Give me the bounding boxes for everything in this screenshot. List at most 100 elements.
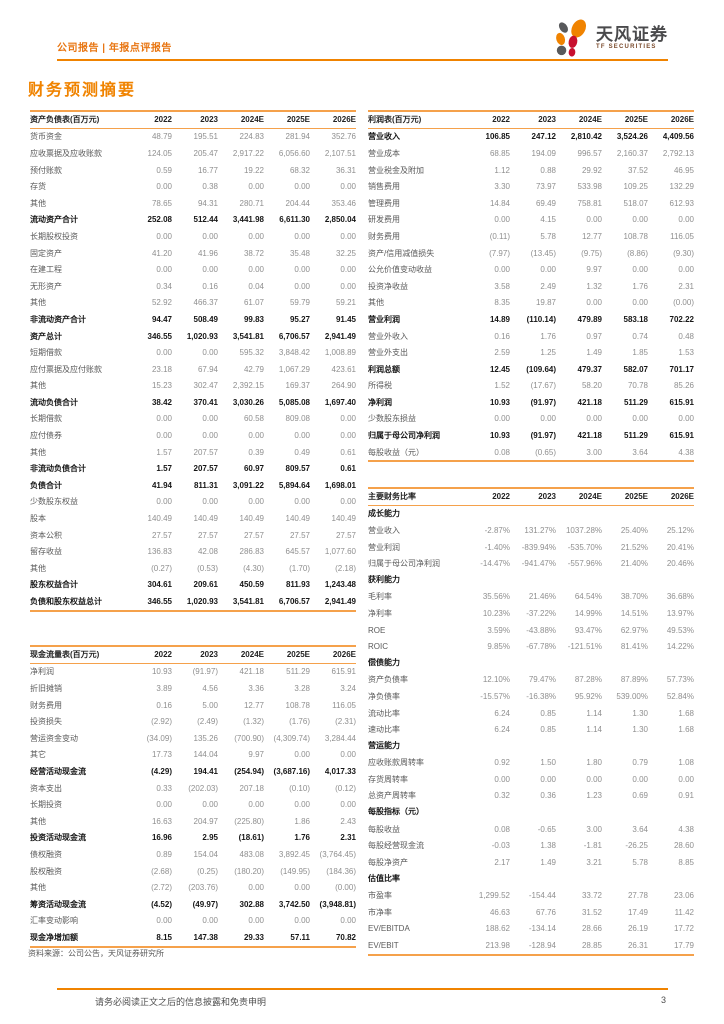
row-label: 市盈率: [368, 891, 392, 901]
cell-value: 1,698.01: [324, 480, 356, 490]
cell-value: 16.63: [151, 816, 172, 826]
table-row: 总资产周转率 0.32 0.36 1.23 0.69 0.91: [368, 788, 694, 805]
cell-value: 811.93: [285, 580, 310, 590]
row-label: 资产负债率: [368, 675, 408, 685]
cell-value: 19.22: [243, 165, 264, 175]
cell-value: 2.59: [494, 348, 510, 358]
cell-value: 2,850.04: [324, 215, 356, 225]
cell-value: 94.47: [151, 314, 172, 324]
cell-value: -67.78%: [526, 642, 556, 652]
source-note: 资料来源：公司公告，天风证券研究所: [28, 949, 164, 958]
year-column-header: 2025E: [624, 492, 648, 502]
cell-value: 1,020.93: [186, 331, 218, 341]
cell-value: 46.95: [673, 165, 694, 175]
cell-value: 421.18: [577, 397, 602, 407]
cell-value: 27.57: [335, 530, 356, 540]
table-row: 资产负债率 12.10% 79.47% 87.28% 87.89% 57.73%: [368, 672, 694, 689]
cell-value: 1.12: [494, 165, 510, 175]
cell-value: (2.18): [335, 563, 356, 573]
cell-value: 4,017.33: [324, 766, 356, 776]
brand-subtitle: TF SECURITIES: [596, 43, 657, 50]
cell-value: 0.00: [678, 774, 694, 784]
cell-value: 59.21: [335, 298, 356, 308]
table-row: 股权融资 (2.68) (0.25) (180.20) (149.95) (184.36): [30, 863, 356, 880]
row-label: 估值比率: [368, 873, 400, 883]
year-column-header: 2022: [492, 115, 510, 125]
cell-value: 109.25: [623, 182, 648, 192]
row-label: 投资活动现金流: [30, 833, 86, 843]
cell-value: 0.69: [632, 791, 648, 801]
row-label: 固定资产: [30, 248, 62, 258]
cell-value: 23.06: [673, 891, 694, 901]
cell-value: 0.00: [156, 431, 172, 441]
cell-value: 0.00: [294, 883, 310, 893]
table-row: 存货 0.00 0.38 0.00 0.00 0.00: [30, 178, 356, 195]
row-label: 非流动负债合计: [30, 464, 86, 474]
cell-value: 0.88: [540, 165, 556, 175]
cell-value: 4,409.56: [662, 132, 694, 142]
cell-value: 140.49: [331, 514, 356, 524]
cell-value: -535.70%: [567, 542, 602, 552]
cell-value: 612.93: [669, 198, 694, 208]
cell-value: 6,706.57: [278, 331, 310, 341]
cell-value: 14.89: [489, 314, 510, 324]
cell-value: 0.00: [678, 414, 694, 424]
cell-value: 0.00: [248, 231, 264, 241]
cell-value: 809.57: [285, 464, 310, 474]
cell-value: -128.94: [528, 940, 556, 950]
year-column-header: 2026E: [332, 650, 356, 660]
cell-value: 3.00: [586, 447, 602, 457]
cell-value: 108.78: [285, 700, 310, 710]
cell-value: 140.49: [193, 514, 218, 524]
cell-value: 3,541.81: [232, 331, 264, 341]
cell-value: -121.51%: [567, 642, 602, 652]
year-column-header: 2025E: [286, 650, 310, 660]
cell-value: 539.00%: [616, 691, 648, 701]
cell-value: 809.08: [285, 414, 310, 424]
cell-value: 4.38: [678, 447, 694, 457]
cell-value: 79.47%: [528, 675, 556, 685]
cell-value: (3,764.45): [319, 849, 356, 859]
table-header-row: 利润表(百万元) 2022 2023 2024E 2025E 2026E: [368, 112, 694, 129]
cell-value: 1.76: [294, 833, 310, 843]
cell-value: (17.67): [530, 381, 556, 391]
cell-value: 0.00: [202, 497, 218, 507]
table-row: 所得税 1.52 (17.67) 58.20 70.78 85.26: [368, 378, 694, 395]
table-row: 少数股东权益 0.00 0.00 0.00 0.00 0.00: [30, 494, 356, 511]
cell-value: 0.00: [294, 265, 310, 275]
row-label: EV/EBITDA: [368, 924, 410, 934]
cell-value: 0.61: [340, 447, 356, 457]
row-label: 投资净收益: [368, 281, 408, 291]
row-label: 营业收入: [368, 525, 400, 535]
row-label: 营业税金及附加: [368, 165, 424, 175]
cell-value: 17.73: [151, 750, 172, 760]
cell-value: 154.04: [193, 849, 218, 859]
cell-value: 0.33: [156, 783, 172, 793]
cell-value: 0.00: [202, 916, 218, 926]
cell-value: 1.50: [540, 758, 556, 768]
cell-value: 27.57: [197, 530, 218, 540]
cell-value: 14.51%: [620, 608, 648, 618]
cell-value: 27.57: [243, 530, 264, 540]
cell-value: -2.87%: [484, 525, 510, 535]
cell-value: 136.83: [147, 547, 172, 557]
cell-value: 0.00: [156, 182, 172, 192]
row-label: 长期股权投资: [30, 231, 78, 241]
year-column-header: 2025E: [624, 115, 648, 125]
row-label: 资本支出: [30, 783, 62, 793]
cell-value: 1.52: [494, 381, 510, 391]
cell-value: 0.00: [156, 800, 172, 810]
table-row: 股东权益合计 304.61 209.61 450.59 811.93 1,243.48: [30, 577, 356, 594]
cell-value: 0.00: [248, 916, 264, 926]
row-label: 成长能力: [368, 508, 400, 518]
row-label: 营业利润: [368, 542, 400, 552]
cell-value: 5,085.08: [278, 397, 310, 407]
cell-value: 27.57: [151, 530, 172, 540]
cell-value: 3.59%: [487, 625, 510, 635]
cell-value: 2,392.15: [232, 381, 264, 391]
cell-value: 147.38: [193, 932, 218, 942]
section-header-row: 每股指标（元）: [368, 804, 694, 821]
row-label: ROIC: [368, 642, 388, 652]
cell-value: 31.52: [581, 907, 602, 917]
cell-value: 1.85: [632, 348, 648, 358]
